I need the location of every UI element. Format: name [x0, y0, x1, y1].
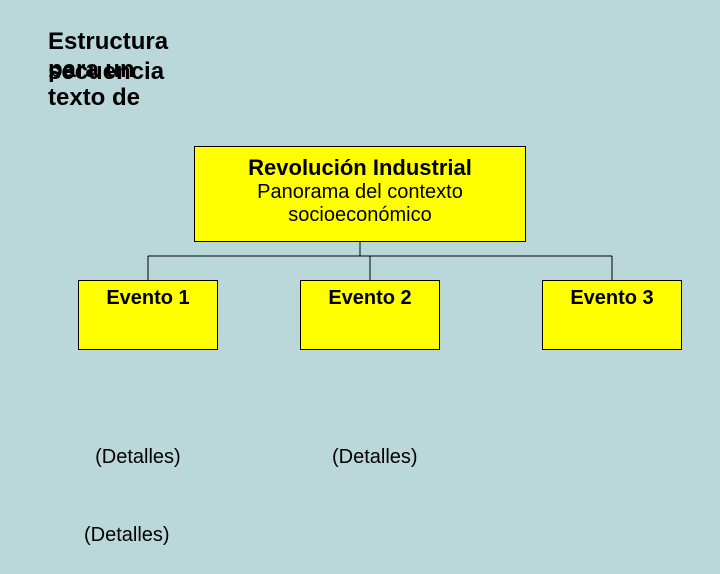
slide-title-line2: secuencia: [48, 58, 164, 86]
details-label-1: (Detalles) (Detalles): [84, 392, 181, 574]
details-label-1-line2: (Detalles): [84, 522, 181, 548]
details-label-2-line1: (Detalles): [332, 444, 418, 470]
event-label-2: Evento 2: [301, 287, 439, 310]
details-label-2: (Detalles): [332, 392, 418, 496]
event-label-3: Evento 3: [543, 287, 681, 310]
topic-subtitle-line2: socioeconómico: [195, 204, 525, 227]
topic-subtitle-line1: Panorama del contexto: [195, 181, 525, 204]
event-box-2: Evento 2: [300, 280, 440, 350]
event-box-3: Evento 3: [542, 280, 682, 350]
event-label-1: Evento 1: [79, 287, 217, 310]
details-label-1-line1: (Detalles): [84, 444, 181, 470]
topic-title: Revolución Industrial: [195, 155, 525, 181]
event-box-1: Evento 1: [78, 280, 218, 350]
topic-box: Revolución Industrial Panorama del conte…: [194, 146, 526, 242]
